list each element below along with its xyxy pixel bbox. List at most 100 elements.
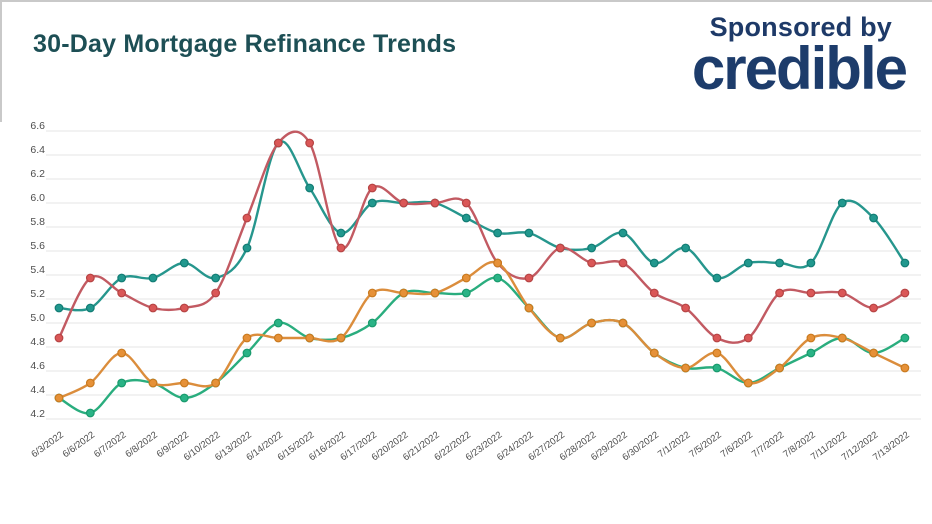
x-tick-label: 6/8/2022 [123,430,159,461]
orange-line-point [900,363,910,373]
red-line-point [587,258,597,268]
green-line-point [117,378,127,388]
teal-line-path [57,140,907,312]
series-orange-line [54,258,910,403]
red-line-point [148,303,158,313]
y-axis-tick-labels: 4.2 4.4 4.6 4.8 5.0 5.2 5.4 5.6 5.8 6.0 6.2 6.4 6.6 [30,120,45,420]
orange-line-point [305,333,315,343]
sponsor-block: Sponsored by credible [692,12,908,99]
gridlines [46,130,921,420]
teal-line-point [524,228,534,238]
y-tick-label: 6.0 [30,192,45,204]
green-line-path [57,276,907,415]
orange-line-point [179,378,189,388]
teal-line-point [179,258,189,268]
orange-line-point [493,258,503,268]
y-tick-label: 5.0 [30,312,45,324]
green-line-point [367,318,377,328]
orange-line-point [806,333,816,343]
x-tick-label: 7/6/2022 [719,430,755,461]
red-line-point [649,288,659,298]
red-line-point [54,333,64,343]
green-line-point [493,273,503,283]
y-tick-label: 4.2 [30,408,45,420]
red-line-point [242,213,252,223]
teal-line-point [618,228,628,238]
teal-line-point [117,273,127,283]
orange-line-path [57,260,907,400]
teal-line-point [775,258,784,268]
teal-line-point [837,198,847,208]
orange-line-point [273,333,283,343]
green-line-point [461,288,471,298]
red-line-point [336,243,346,253]
x-tick-label: 6/3/2022 [29,430,65,461]
teal-line-point [54,303,64,313]
x-tick-label: 7/7/2022 [750,430,786,461]
orange-line-point [148,378,158,388]
red-line-point [618,258,628,268]
teal-line-point [649,258,659,268]
teal-line-point [305,183,315,193]
green-line-point [179,393,189,403]
orange-line-point [524,303,534,313]
frame-border-top [0,0,932,2]
y-tick-label: 6.2 [30,168,45,180]
green-line-point [712,363,722,373]
red-line-point [85,273,95,283]
red-line-point [399,198,409,208]
red-line-point [775,288,784,298]
red-line-point [211,288,221,298]
teal-line-point [743,258,753,268]
red-line-point [367,183,377,193]
teal-line-point [336,228,346,238]
y-tick-label: 6.6 [30,120,45,132]
teal-line-point [712,273,722,283]
series-red-line [54,130,910,344]
orange-line-point [242,333,252,343]
orange-line-point [743,378,753,388]
red-line-point [806,288,816,298]
orange-line-point [587,318,597,328]
y-tick-label: 4.8 [30,336,45,348]
red-line-point [837,288,847,298]
teal-line-point [806,258,816,268]
green-line-point [242,348,252,358]
teal-line-point [85,303,95,313]
y-tick-label: 5.8 [30,216,45,228]
orange-line-point [869,348,878,358]
orange-line-point [336,333,346,343]
chart-title: 30-Day Mortgage Refinance Trends [33,30,457,58]
x-tick-label: 7/5/2022 [687,430,723,461]
orange-line-point [367,288,377,298]
teal-line-point [587,243,597,253]
orange-line-point [85,378,95,388]
teal-line-point [211,273,221,283]
orange-line-point [117,348,127,358]
x-axis-tick-labels: 6/3/20226/6/20226/7/20226/8/20226/9/2022… [29,430,911,464]
frame-border-left [0,0,2,122]
teal-line-point [242,243,252,253]
teal-line-point [461,213,471,223]
y-tick-label: 5.4 [30,264,45,276]
orange-line-point [618,318,628,328]
red-line-point [179,303,189,313]
teal-line-point [681,243,690,253]
green-line-point [273,318,283,328]
teal-line-point [900,258,910,268]
red-line-point [273,138,283,148]
y-tick-label: 4.6 [30,360,45,372]
y-tick-label: 6.4 [30,144,45,156]
orange-line-point [681,363,690,373]
red-line-point [900,288,910,298]
red-line-point [743,333,753,343]
orange-line-point [54,393,64,403]
sponsored-by-label: Sponsored by [709,12,892,42]
orange-line-point [837,333,847,343]
red-line-point [117,288,127,298]
orange-line-point [712,348,722,358]
orange-line-point [211,378,221,388]
red-line-point [712,333,722,343]
